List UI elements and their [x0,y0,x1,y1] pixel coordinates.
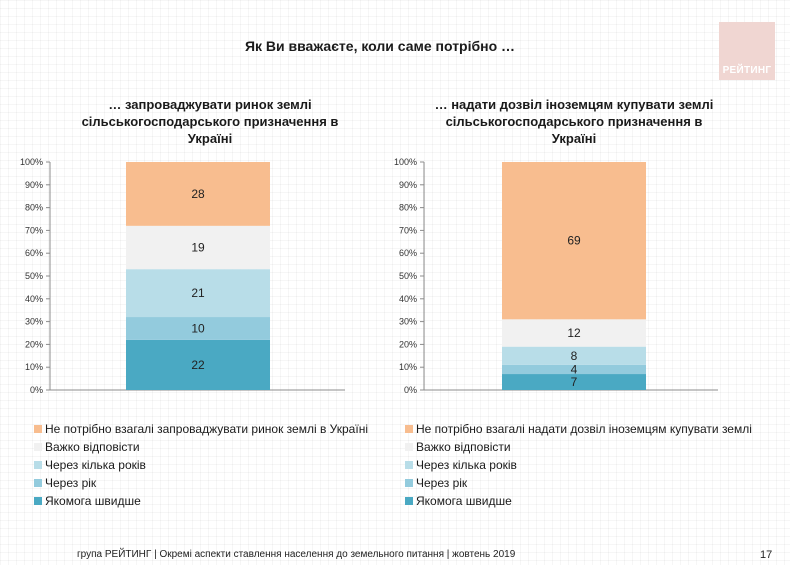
left-bar-segment [126,225,270,270]
left-y-tick-label: 40% [25,294,43,304]
left-data-label: 21 [191,286,205,300]
right-bar-segment [502,319,646,347]
left-y-tick-label: 20% [25,339,43,349]
logo-text: РЕЙТИНГ [722,65,772,76]
legend-swatch [405,443,413,451]
right-data-label: 7 [571,375,578,389]
left-y-tick-label: 10% [25,362,43,372]
right-chart-title-line: Україні [551,131,597,146]
right-data-label: 12 [567,326,581,340]
right-y-tick-label: 10% [399,362,417,372]
legend-swatch [405,425,413,433]
legend-swatch [405,461,413,469]
left-y-tick-label: 90% [25,180,43,190]
legend-label: Якомога швидше [416,494,512,508]
right-y-tick-label: 60% [399,248,417,258]
legend-label: Через рік [45,476,97,490]
slide-title: Як Ви вважаєте, коли саме потрібно … [244,38,516,54]
right-data-label: 4 [571,362,578,376]
left-data-label: 10 [191,321,205,335]
legend-swatch [34,443,42,451]
legend-item: Якомога швидше [34,492,368,510]
legend-label: Важко відповісти [45,440,140,454]
right-bar-segment [502,162,646,320]
right-y-tick-label: 20% [399,339,417,349]
left-y-tick-label: 60% [25,248,43,258]
legend-item: Не потрібно взагалі запроваджувати ринок… [34,420,368,438]
legend-swatch [34,497,42,505]
right-chart-title-line: … надати дозвіл іноземцям купувати землі [434,97,714,112]
legend-label: Через кілька років [416,458,517,472]
right-data-label: 8 [571,349,578,363]
page-number: 17 [760,549,773,561]
left-bar-segment [126,339,270,390]
left-y-tick-label: 30% [25,317,43,327]
right-y-tick-label: 30% [399,317,417,327]
left-y-tick-label: 70% [25,225,43,235]
right-chart-title: … надати дозвіл іноземцям купувати землі… [414,96,734,147]
legend-label: Не потрібно взагалі надати дозвіл інозем… [416,422,752,436]
legend-swatch [405,497,413,505]
right-y-tick-label: 100% [394,157,417,167]
rating-logo: РЕЙТИНГ [719,22,775,80]
right-bar-segment [502,374,646,390]
legend-item: Через рік [405,474,752,492]
right-y-tick-label: 40% [399,294,417,304]
left-bar-segment [126,162,270,226]
legend-item: Через кілька років [405,456,752,474]
right-bar-segment [502,346,646,365]
slide-footer: група РЕЙТИНГ | Окремі аспекти ставлення… [77,549,516,560]
left-bar-segment [126,269,270,318]
left-y-tick-label: 0% [30,385,43,395]
right-chart-legend: Не потрібно взагалі надати дозвіл інозем… [405,420,752,510]
left-chart-title-line: … запроваджувати ринок землі [108,97,312,112]
right-bar-segment [502,364,646,375]
left-chart-title-line: сільськогосподарського призначення в [81,114,339,129]
legend-label: Не потрібно взагалі запроваджувати ринок… [45,422,368,436]
left-data-label: 28 [191,187,205,201]
legend-label: Через рік [416,476,468,490]
left-data-label: 19 [191,241,205,255]
legend-swatch [405,479,413,487]
legend-item: Не потрібно взагалі надати дозвіл інозем… [405,420,752,438]
right-chart-title-line: сільськогосподарського призначення в [445,114,703,129]
left-bar-segment [126,317,270,340]
legend-swatch [34,425,42,433]
legend-item: Важко відповісти [34,438,368,456]
right-y-tick-label: 90% [399,180,417,190]
right-y-tick-label: 80% [399,203,417,213]
legend-item: Через рік [34,474,368,492]
left-y-tick-label: 100% [20,157,43,167]
left-chart-legend: Не потрібно взагалі запроваджувати ринок… [34,420,368,510]
legend-item: Якомога швидше [405,492,752,510]
right-y-tick-label: 50% [399,271,417,281]
legend-item: Через кілька років [34,456,368,474]
legend-label: Якомога швидше [45,494,141,508]
left-chart-title-line: Україні [187,131,233,146]
left-chart-title: … запроваджувати ринок землі сільськогос… [50,96,370,147]
left-data-label: 22 [191,358,205,372]
legend-swatch [34,461,42,469]
legend-swatch [34,479,42,487]
left-y-tick-label: 80% [25,203,43,213]
legend-label: Через кілька років [45,458,146,472]
right-y-tick-label: 0% [404,385,417,395]
right-y-tick-label: 70% [399,225,417,235]
left-y-tick-label: 50% [25,271,43,281]
legend-label: Важко відповісти [416,440,511,454]
right-data-label: 69 [567,234,581,248]
legend-item: Важко відповісти [405,438,752,456]
